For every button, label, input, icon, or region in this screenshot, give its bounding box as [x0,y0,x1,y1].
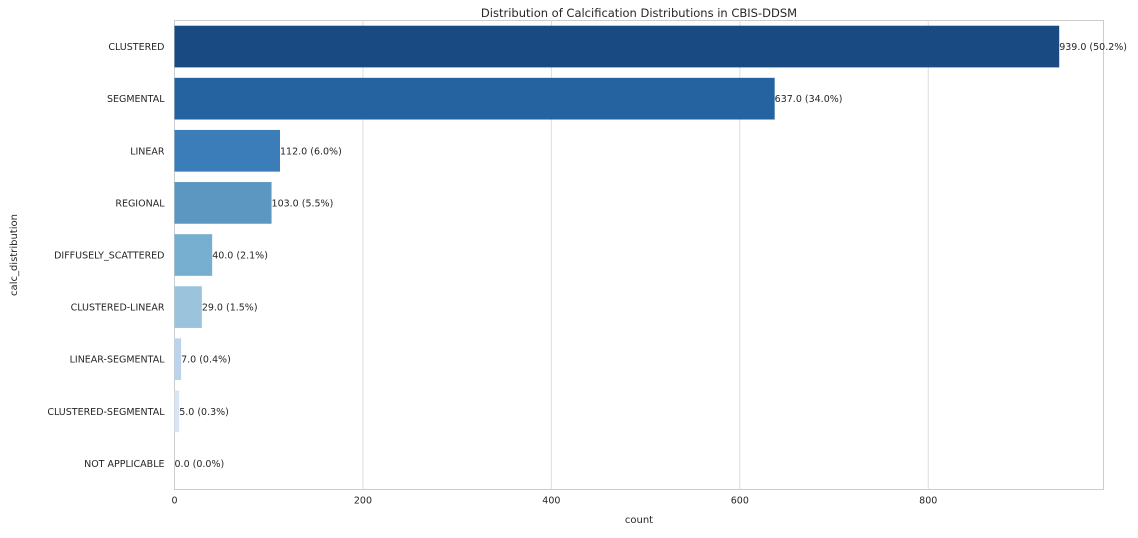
bar-data-label: 5.0 (0.3%) [179,407,229,418]
bar [174,390,180,433]
bar-data-label: 112.0 (6.0%) [280,146,342,157]
bar-data-label: 7.0 (0.4%) [181,355,231,366]
bar-data-label: 637.0 (34.0%) [775,94,843,105]
y-tick-label: REGIONAL [115,198,165,209]
bar [174,234,213,276]
y-tick-labels: CLUSTERED SEGMENTAL LINEAR REGIONAL DIFFUSEL… [47,42,165,470]
x-tick-label: 800 [919,496,937,507]
y-tick-label: CLUSTERED-SEGMENTAL [47,407,165,418]
x-tick-label: 0 [171,496,177,507]
bar-data-label: 939.0 (50.2%) [1059,42,1127,53]
bar [174,77,775,120]
y-tick-label: SEGMENTAL [107,94,165,105]
y-tick-label: LINEAR-SEGMENTAL [70,355,166,366]
bar [174,25,1060,68]
x-axis-label: count [625,515,653,526]
bar-data-label: 40.0 (2.1%) [212,251,268,262]
y-tick-label: LINEAR [130,146,165,157]
data-labels: 939.0 (50.2%) 637.0 (34.0%) 112.0 (6.0%) 10… [175,42,1128,470]
x-tick-labels: 0 200 400 600 800 [171,496,937,507]
bar [174,182,272,224]
y-tick-label: CLUSTERED-LINEAR [71,303,165,314]
y-tick-label: NOT APPLICABLE [84,459,164,470]
bar-data-label: 103.0 (5.5%) [272,198,334,209]
x-tick-label: 600 [731,496,749,507]
y-tick-label: DIFFUSELY_SCATTERED [54,251,164,262]
bars [174,25,1060,433]
chart-title: Distribution of Calcification Distributi… [481,6,797,20]
y-tick-label: CLUSTERED [108,42,164,53]
x-tick-label: 400 [542,496,560,507]
x-tick-label: 200 [354,496,372,507]
bar [174,129,281,172]
bar [174,338,182,381]
bar-data-label: 0.0 (0.0%) [175,459,225,470]
bar-data-label: 29.0 (1.5%) [202,303,258,314]
bar [174,286,202,328]
y-axis-label: calc_distribution [9,214,20,296]
